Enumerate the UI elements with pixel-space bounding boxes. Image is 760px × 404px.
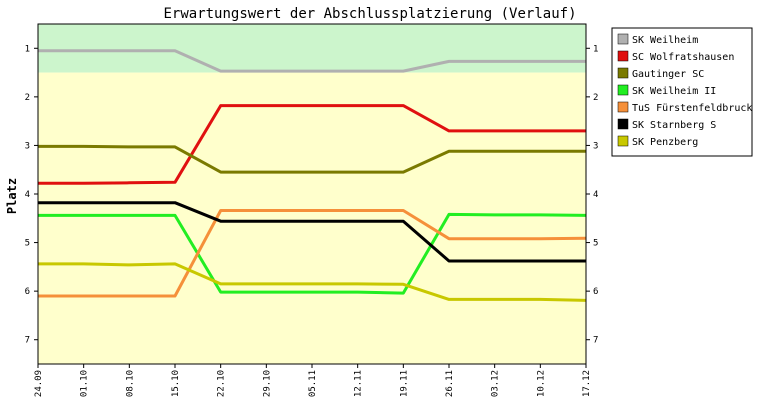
legend-label: SK Penzberg [632, 137, 698, 148]
y-tick-label-right: 2 [593, 93, 598, 103]
x-tick-label: 01.10 [80, 370, 90, 397]
legend-swatch [617, 33, 629, 45]
x-tick-label: 19.11 [399, 370, 409, 397]
legend-label: SC Wolfratshausen [632, 52, 734, 63]
legend-label: SK Starnberg S [632, 120, 716, 131]
x-tick-label: 03.12 [491, 370, 501, 397]
y-tick-label-left: 7 [25, 336, 30, 346]
x-tick-label: 17.12 [582, 370, 592, 397]
legend-label: TuS Fürstenfeldbruck [632, 103, 752, 114]
y-axis-label: Platz [5, 178, 19, 214]
y-tick-label-left: 5 [25, 239, 30, 249]
y-tick-label-right: 6 [593, 287, 598, 297]
x-tick-label: 15.10 [171, 370, 181, 397]
x-tick-label: 26.11 [445, 370, 455, 397]
legend: SK Weilheim SC Wolfratshausen Gautinger SC… [611, 27, 753, 157]
legend-label: SK Weilheim II [632, 86, 716, 97]
y-tick-label-right: 7 [593, 336, 598, 346]
series-line-4 [38, 209, 587, 298]
x-tick-label: 22.10 [217, 370, 227, 397]
y-tick-label-right: 4 [593, 190, 598, 200]
band-0 [38, 24, 586, 73]
legend-swatch [617, 118, 629, 130]
series-line-2 [38, 144, 586, 174]
legend-swatch [617, 50, 629, 62]
y-tick-label-left: 3 [25, 141, 30, 151]
x-tick-label: 29.10 [262, 370, 272, 397]
y-tick-label-left: 6 [25, 287, 30, 297]
y-tick-label-right: 5 [593, 239, 598, 249]
series-line-5 [38, 201, 586, 263]
x-tick-label: 12.11 [354, 370, 364, 397]
y-tick-label-left: 4 [25, 190, 30, 200]
y-tick-label-left: 1 [25, 44, 30, 54]
series-line-1 [38, 104, 586, 185]
series-line-3 [38, 212, 587, 295]
legend-label: SK Weilheim [632, 35, 698, 46]
band-1 [38, 72, 586, 365]
y-tick-label-right: 1 [593, 44, 598, 54]
y-tick-label-right: 3 [593, 141, 598, 151]
legend-swatch [617, 84, 629, 96]
series-line-6 [38, 262, 587, 302]
legend-swatch [617, 67, 629, 79]
legend-swatch [617, 135, 629, 147]
chart-title: Erwartungswert der Abschlussplatzierung … [163, 6, 576, 22]
x-tick-label: 08.10 [125, 370, 135, 397]
x-tick-label: 05.11 [308, 370, 318, 397]
x-tick-label: 10.12 [536, 370, 546, 397]
legend-swatch [617, 101, 629, 113]
y-tick-label-left: 2 [25, 93, 30, 103]
legend-label: Gautinger SC [632, 69, 704, 80]
series-line-0 [38, 49, 586, 73]
legend-box [611, 27, 753, 157]
x-tick-label: 24.09 [34, 370, 44, 397]
